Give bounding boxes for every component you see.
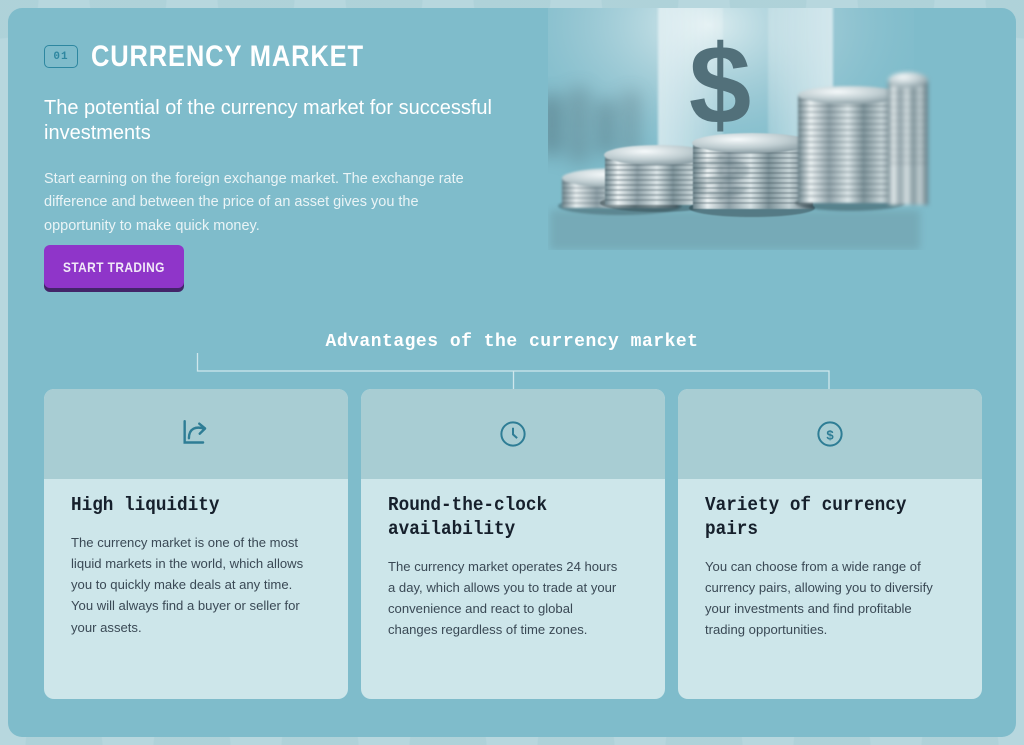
svg-text:$: $: [689, 22, 751, 147]
svg-text:$: $: [826, 427, 834, 442]
svg-text:$: $: [689, 147, 751, 210]
